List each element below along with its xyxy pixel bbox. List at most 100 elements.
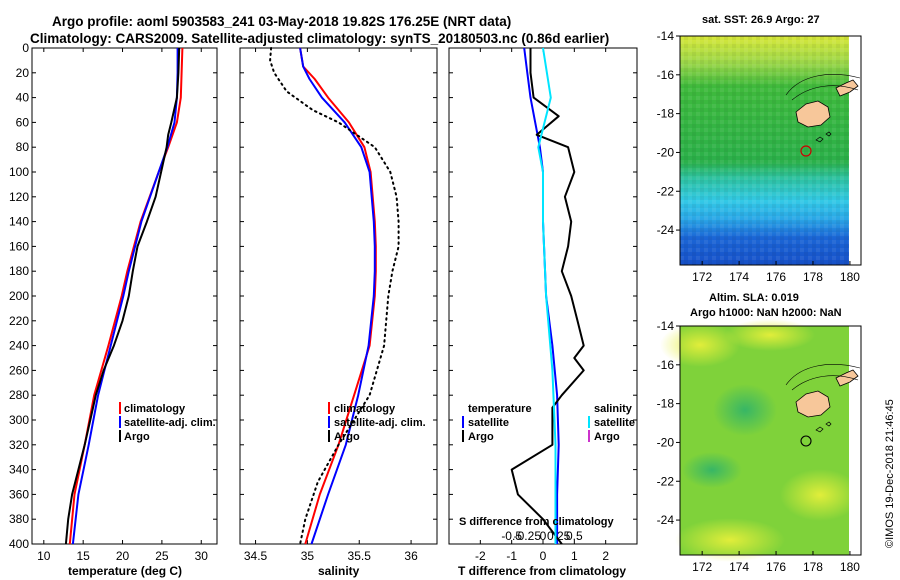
legend-label-t-argo: Argo bbox=[468, 431, 494, 443]
small-islands bbox=[815, 131, 832, 143]
map-x-tick-label: 172 bbox=[692, 560, 712, 574]
legend-heading-temperature: temperature bbox=[468, 403, 532, 415]
sla-anomaly-high bbox=[780, 469, 860, 521]
map-y-tick-label: -18 bbox=[657, 107, 675, 121]
y-tick-label: 120 bbox=[9, 190, 29, 204]
sla-map bbox=[660, 319, 862, 562]
title-line-1: Argo profile: aoml 5903583_241 03-May-20… bbox=[52, 14, 511, 29]
salinity-x-label: salinity bbox=[318, 564, 360, 578]
map-y-tick-label: -14 bbox=[657, 319, 675, 333]
argo-location-marker bbox=[800, 145, 812, 157]
legend-label-climatology: climatology bbox=[124, 403, 186, 415]
map-y-tick-label: -14 bbox=[657, 29, 675, 43]
x-tick-label: 20 bbox=[116, 549, 130, 563]
y-tick-label: 340 bbox=[9, 463, 29, 477]
difference-panel-frame bbox=[448, 47, 638, 545]
series-line-satellite-adj-clim- bbox=[71, 48, 179, 545]
map-x-tick-label: 174 bbox=[729, 270, 749, 284]
viti-levu-island bbox=[795, 390, 831, 418]
map-x-tick-label: 172 bbox=[692, 270, 712, 284]
salinity-legend: climatology satellite-adj. clim. Argo bbox=[328, 402, 426, 443]
sst-map bbox=[679, 35, 862, 266]
x-tick-label: -1 bbox=[506, 549, 517, 563]
y-tick-label: 280 bbox=[9, 388, 29, 402]
map-y-tick-label: -22 bbox=[657, 474, 675, 488]
legend-label-t-satellite: satellite bbox=[468, 417, 509, 429]
legend-label-satellite: satellite-adj. clim. bbox=[334, 417, 426, 429]
y-tick-label: 60 bbox=[16, 115, 30, 129]
series-line-salinity-satellite bbox=[537, 47, 557, 544]
sla-no-data bbox=[849, 326, 861, 555]
y-tick-label: 20 bbox=[16, 66, 30, 80]
sla-map-label-1: Altim. SLA: 0.019 bbox=[709, 292, 799, 304]
map-y-tick-label: -16 bbox=[657, 358, 675, 372]
y-tick-label: 160 bbox=[9, 239, 29, 253]
x-tick-label: 1 bbox=[571, 549, 578, 563]
y-tick-label: 360 bbox=[9, 487, 29, 501]
series-line-satellite-adj-clim- bbox=[299, 47, 376, 545]
map-y-tick-label: -16 bbox=[657, 68, 675, 82]
legend-label-climatology: climatology bbox=[334, 403, 396, 415]
y-tick-label: 0 bbox=[22, 41, 29, 55]
reef-outline bbox=[785, 364, 861, 391]
vanua-levu-island bbox=[835, 369, 859, 387]
sst-map-label: sat. SST: 26.9 Argo: 27 bbox=[702, 14, 820, 26]
series-line-temperature-satellite bbox=[523, 47, 560, 544]
series-line-climatology bbox=[68, 47, 184, 545]
sla-map-frame bbox=[679, 325, 862, 556]
top-x-tick-label: -0.5 bbox=[501, 529, 522, 543]
y-tick-label: 240 bbox=[9, 339, 29, 353]
salinity-chart: 34.5 35 35.5 36 bbox=[240, 47, 437, 563]
x-tick-label: 34.5 bbox=[244, 549, 268, 563]
legend-label-argo: Argo bbox=[334, 431, 360, 443]
viti-levu-island bbox=[795, 100, 831, 128]
temperature-chart: 0 20 40 60 80 100 120 140 160 180 200 220 240 260 280 3… bbox=[9, 41, 217, 563]
difference-top-axis-label: S difference from climatology bbox=[459, 516, 615, 528]
argo-location-marker bbox=[800, 435, 812, 447]
map-x-tick-label: 178 bbox=[803, 560, 823, 574]
sla-anomaly-low bbox=[713, 384, 777, 436]
sla-map-label-2: Argo h1000: NaN h2000: NaN bbox=[690, 307, 842, 319]
series-line-argo bbox=[269, 47, 400, 545]
sla-anomaly-low bbox=[682, 452, 742, 488]
difference-x-label: T difference from climatology bbox=[458, 564, 626, 578]
y-tick-label: 380 bbox=[9, 512, 29, 526]
sst-map-frame bbox=[679, 35, 862, 266]
y-tick-label: 260 bbox=[9, 363, 29, 377]
sla-anomaly-high bbox=[725, 319, 815, 351]
y-tick-label: 300 bbox=[9, 413, 29, 427]
top-x-tick-label: -0.25 bbox=[514, 529, 542, 543]
difference-legend-temperature: temperature satellite Argo bbox=[462, 403, 532, 443]
x-tick-label: 0 bbox=[540, 549, 547, 563]
y-tick-label: 200 bbox=[9, 289, 29, 303]
top-x-tick-label: 0.5 bbox=[566, 529, 583, 543]
temperature-legend: climatology satellite-adj. clim. Argo bbox=[119, 402, 216, 443]
legend-label-satellite: satellite-adj. clim. bbox=[124, 417, 216, 429]
map-y-tick-label: -22 bbox=[657, 184, 675, 198]
legend-label-s-argo: Argo bbox=[594, 431, 620, 443]
x-tick-label: 2 bbox=[602, 549, 609, 563]
top-x-tick-label: 0 bbox=[540, 529, 547, 543]
x-tick-label: 15 bbox=[76, 549, 90, 563]
map-y-tick-label: -24 bbox=[657, 513, 675, 527]
temperature-panel-frame bbox=[31, 47, 218, 545]
map-x-tick-label: 174 bbox=[729, 560, 749, 574]
map-y-tick-label: -18 bbox=[657, 397, 675, 411]
map-x-tick-label: 176 bbox=[766, 270, 786, 284]
sst-texture bbox=[680, 36, 849, 265]
difference-chart: -2 -1 0 1 2-0.5-0.250 0.250.5 bbox=[449, 47, 637, 563]
sst-no-data bbox=[849, 36, 861, 265]
legend-label-s-satellite: satellite bbox=[594, 417, 635, 429]
title-line-2: Climatology: CARS2009. Satellite-adjuste… bbox=[30, 31, 609, 46]
imos-watermark: ©IMOS 19-Dec-2018 21:46:45 bbox=[884, 399, 896, 548]
map-x-tick-label: 180 bbox=[840, 560, 860, 574]
map-axes: -14 -16 -18 -20 -22 -24 172 174 176 178 180 -14 -16 -… bbox=[657, 29, 861, 574]
vanua-levu-island bbox=[835, 79, 859, 97]
difference-legend-salinity: salinity satellite Argo bbox=[588, 403, 635, 443]
map-x-tick-label: 180 bbox=[840, 270, 860, 284]
x-tick-label: 25 bbox=[155, 549, 169, 563]
y-tick-label: 400 bbox=[9, 537, 29, 551]
x-tick-label: 36 bbox=[404, 549, 418, 563]
y-tick-label: 100 bbox=[9, 165, 29, 179]
reef-outline bbox=[785, 74, 861, 101]
